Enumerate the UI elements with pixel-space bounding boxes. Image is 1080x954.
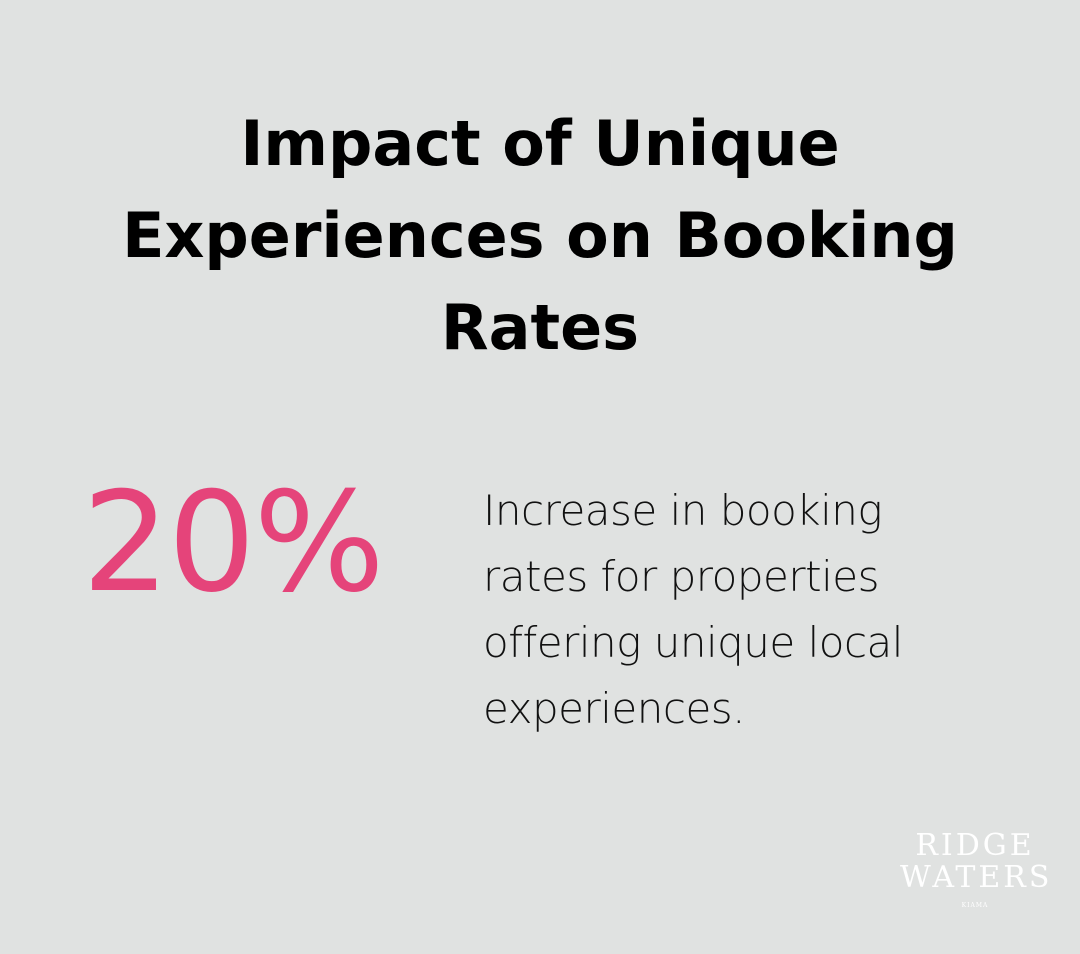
stat-value: 20% [82,462,385,623]
logo-line-3: KIAMA [961,902,989,909]
page-title: Impact of Unique Experiences on Booking … [122,107,958,364]
brand-logo: RIDGE WATERS KIAMA [900,828,1053,910]
stat-description: Increase in booking rates for properties… [483,486,903,733]
logo-line-2: WATERS [900,860,1053,895]
logo-line-1: RIDGE [915,828,1035,863]
